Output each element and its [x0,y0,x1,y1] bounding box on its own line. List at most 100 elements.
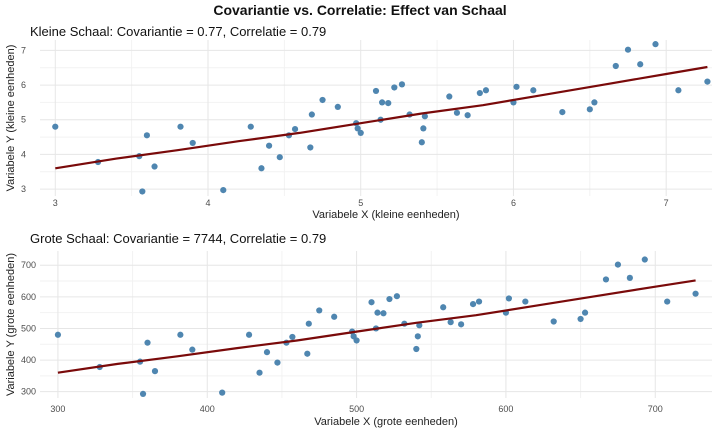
x-tick-label: 4 [205,198,210,208]
data-point [581,309,589,316]
data-point [354,125,361,132]
x-tick-label: 700 [648,404,663,414]
y-tick-label: 300 [21,387,36,397]
data-point [692,290,699,297]
data-point [258,165,265,172]
x-tick-label: 3 [53,198,58,208]
data-point [398,81,406,88]
y-axis-label: Variabele Y (kleine eenheden) [5,45,17,192]
data-point [307,144,314,151]
data-point [54,331,62,338]
data-point [380,310,387,317]
data-point [591,99,598,106]
x-tick-label: 7 [664,198,669,208]
data-point [458,321,465,328]
data-point [357,129,364,137]
y-tick-label: 3 [21,184,26,194]
y-tick-label: 4 [21,149,26,159]
data-point [418,139,425,146]
data-point [372,87,380,95]
data-point [220,187,227,194]
x-tick-label: 6 [511,198,516,208]
data-point [447,319,454,326]
data-point [550,318,557,325]
data-point [52,123,59,130]
data-point [265,142,273,149]
data-point [374,309,381,316]
data-point [305,320,312,327]
x-axis-label: Variabele X (kleine eenheden) [312,209,459,221]
data-point [416,322,423,329]
data-point [469,301,477,308]
data-point [189,346,196,353]
data-point [189,139,196,147]
data-point [414,333,421,340]
data-point [316,307,323,314]
data-point [624,46,632,53]
x-tick-label: 400 [200,404,215,414]
trend-line [57,279,696,374]
data-point [144,339,151,346]
data-point [276,154,283,161]
figure-title: Covariantie vs. Correlatie: Effect van S… [213,2,507,18]
y-tick-label: 6 [21,80,26,90]
data-point [440,304,447,311]
data-point [482,87,490,94]
data-point [263,349,271,356]
panel-title: Kleine Schaal: Covariantie = 0.77, Corre… [30,24,326,39]
data-point [274,359,281,366]
data-point [637,61,644,68]
data-point [559,109,566,116]
data-point [256,369,263,376]
y-axis-label: Variabele Y (grote eenheden) [5,253,17,396]
panel-title: Grote Schaal: Covariantie = 7744, Correl… [30,231,326,246]
data-point [151,163,158,170]
data-point [391,84,398,91]
y-tick-label: 500 [21,323,36,333]
data-point [586,106,593,113]
data-point [385,99,392,107]
y-tick-label: 400 [21,355,36,365]
data-point [513,83,520,90]
data-point [319,96,326,104]
data-point [614,261,622,268]
data-point [530,87,537,94]
data-point [304,350,311,357]
data-point [612,62,619,70]
data-point [308,111,315,118]
data-point [475,298,483,305]
data-point [446,93,453,100]
data-point [379,99,386,106]
data-point [453,109,461,116]
x-tick-label: 300 [50,404,65,414]
data-point [139,390,147,397]
data-point [393,293,401,300]
data-point [476,89,483,97]
data-point [177,123,184,130]
x-tick-label: 600 [498,404,513,414]
data-point [177,331,184,338]
x-axis-label: Variabele X (grote eenheden) [314,416,458,428]
data-point [420,125,427,132]
data-point [577,315,584,323]
data-point [652,41,659,48]
data-point [421,113,428,120]
data-point [368,299,375,306]
data-point [704,78,711,85]
data-point [464,112,471,119]
data-point [413,345,420,353]
panel-2: 300 400 500 600 700 300 400 500 600 700 Grote Scha… [5,231,712,428]
data-point [641,256,648,263]
data-point [219,389,226,396]
y-tick-label: 700 [21,260,36,270]
data-point [505,295,513,302]
y-tick-label: 7 [21,45,26,55]
data-point [331,313,338,320]
data-point [139,188,146,195]
data-point [291,125,299,133]
data-point [664,298,671,305]
data-point [386,295,393,303]
data-point [602,276,610,283]
data-point [151,368,159,375]
